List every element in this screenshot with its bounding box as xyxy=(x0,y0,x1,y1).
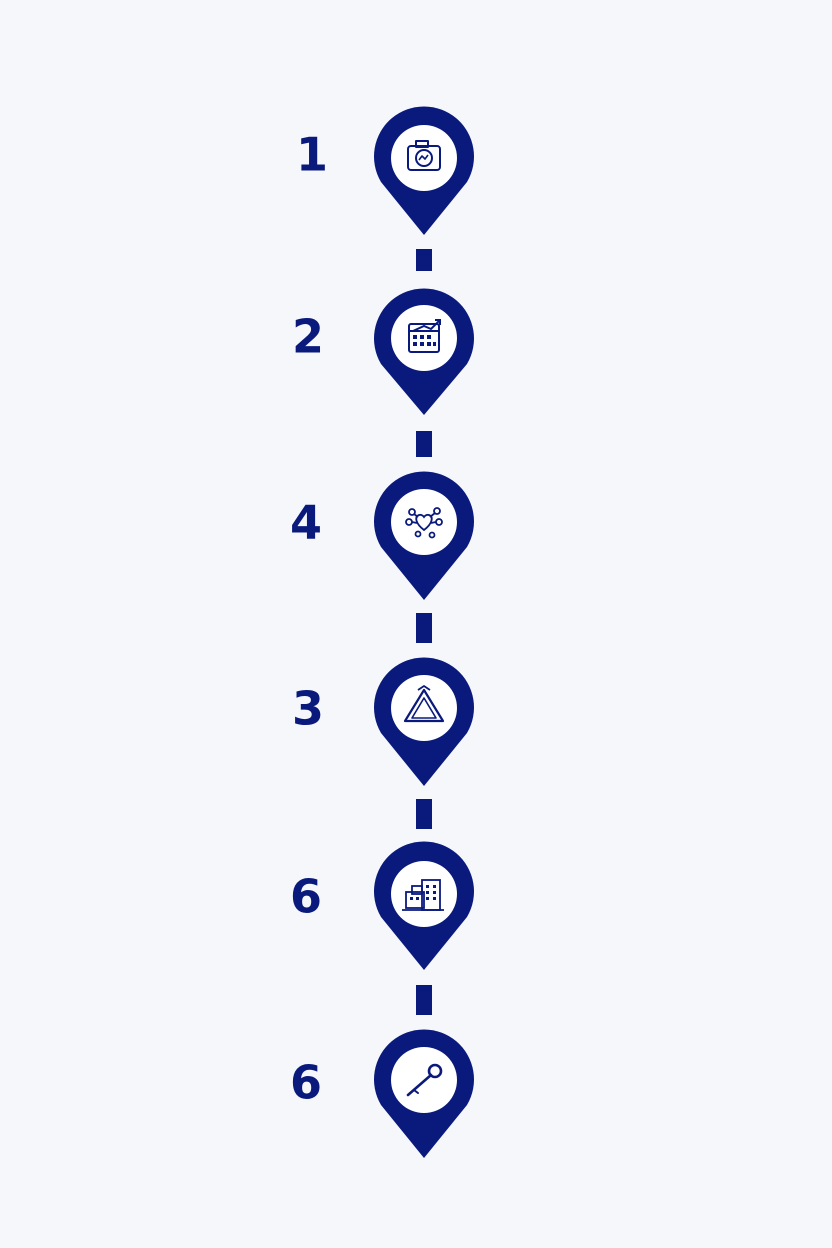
step-3: 4 xyxy=(290,471,474,600)
step-6: 6 xyxy=(290,1029,474,1158)
connector-dash xyxy=(416,799,432,829)
pin-inner-circle xyxy=(391,675,457,741)
triangle-arrows-icon xyxy=(403,685,445,723)
step-4: 3 xyxy=(292,657,474,786)
network-heart-icon xyxy=(405,507,443,539)
step-2: 2 xyxy=(292,288,474,415)
step-number: 4 xyxy=(290,496,322,550)
step-number: 2 xyxy=(292,310,324,364)
connector-dashes xyxy=(416,249,432,1015)
connector-dash xyxy=(416,613,432,643)
step-5: 6 xyxy=(290,841,474,970)
connector-dash xyxy=(416,431,432,457)
connector-dash xyxy=(416,985,432,1015)
step-number: 3 xyxy=(292,682,324,736)
connector-dash xyxy=(416,249,432,271)
buildings-icon xyxy=(402,879,444,911)
step-number: 1 xyxy=(296,128,328,182)
key-icon xyxy=(406,1063,443,1097)
calendar-chart-icon xyxy=(408,319,441,353)
photo-camera-icon xyxy=(407,140,441,171)
step-number: 6 xyxy=(290,1056,322,1110)
step-number: 6 xyxy=(290,870,322,924)
step-1: 1 xyxy=(296,106,474,235)
